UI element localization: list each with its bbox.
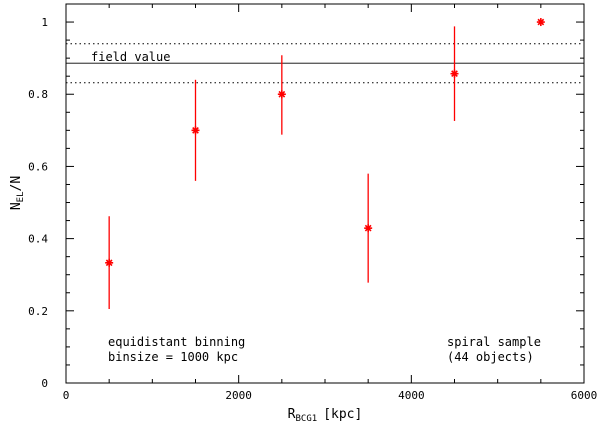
data-point [105, 216, 114, 310]
data-point [277, 55, 286, 135]
y-axis-title-main: N [9, 202, 24, 210]
y-axis-title: NEL/N [9, 176, 26, 210]
y-axis-title-sub: EL [16, 191, 26, 202]
data-point [536, 18, 545, 27]
asterisk-marker-stroke [278, 90, 286, 98]
x-tick-label: 6000 [571, 389, 598, 402]
annotation-left-line1: equidistant binning [108, 335, 245, 349]
asterisk-marker-stroke [192, 126, 199, 134]
y-tick-label: 0.4 [28, 233, 48, 246]
x-axis-title-main: R [288, 407, 296, 422]
x-axis-title-sub: BCG1 [296, 414, 318, 424]
data-point [191, 79, 200, 181]
data-point [450, 26, 459, 121]
x-tick-label: 2000 [225, 389, 252, 402]
y-tick-label: 0.6 [28, 160, 48, 173]
annotation-left-line2: binsize = 1000 kpc [108, 350, 238, 364]
annotation-right-line1: spiral sample [447, 335, 541, 349]
annotation-right-line2: (44 objects) [447, 350, 534, 364]
data-point [364, 173, 373, 283]
asterisk-marker-stroke [364, 224, 372, 232]
x-axis-title-unit: [kpc] [323, 407, 362, 422]
y-axis-title-suffix: /N [9, 176, 24, 192]
x-tick-labels: 0 2000 4000 6000 [63, 389, 598, 402]
y-tick-label: 0 [41, 377, 48, 390]
axis-ticks [65, 3, 585, 384]
asterisk-marker-stroke [537, 18, 545, 26]
x-tick-label: 4000 [398, 389, 425, 402]
x-axis-title: RBCG1 [kpc] [288, 407, 363, 424]
y-tick-label: 0.8 [28, 88, 48, 101]
y-tick-label: 1 [41, 16, 48, 29]
data-points [105, 18, 545, 310]
x-tick-label: 0 [63, 389, 70, 402]
field-value-label: field value [91, 50, 170, 64]
y-tick-label: 0.2 [28, 305, 48, 318]
y-tick-labels: 0 0.2 0.4 0.6 0.8 1 [28, 16, 48, 390]
field-value-lines [66, 43, 584, 84]
asterisk-marker-stroke [451, 70, 458, 78]
asterisk-marker-stroke [105, 259, 113, 267]
